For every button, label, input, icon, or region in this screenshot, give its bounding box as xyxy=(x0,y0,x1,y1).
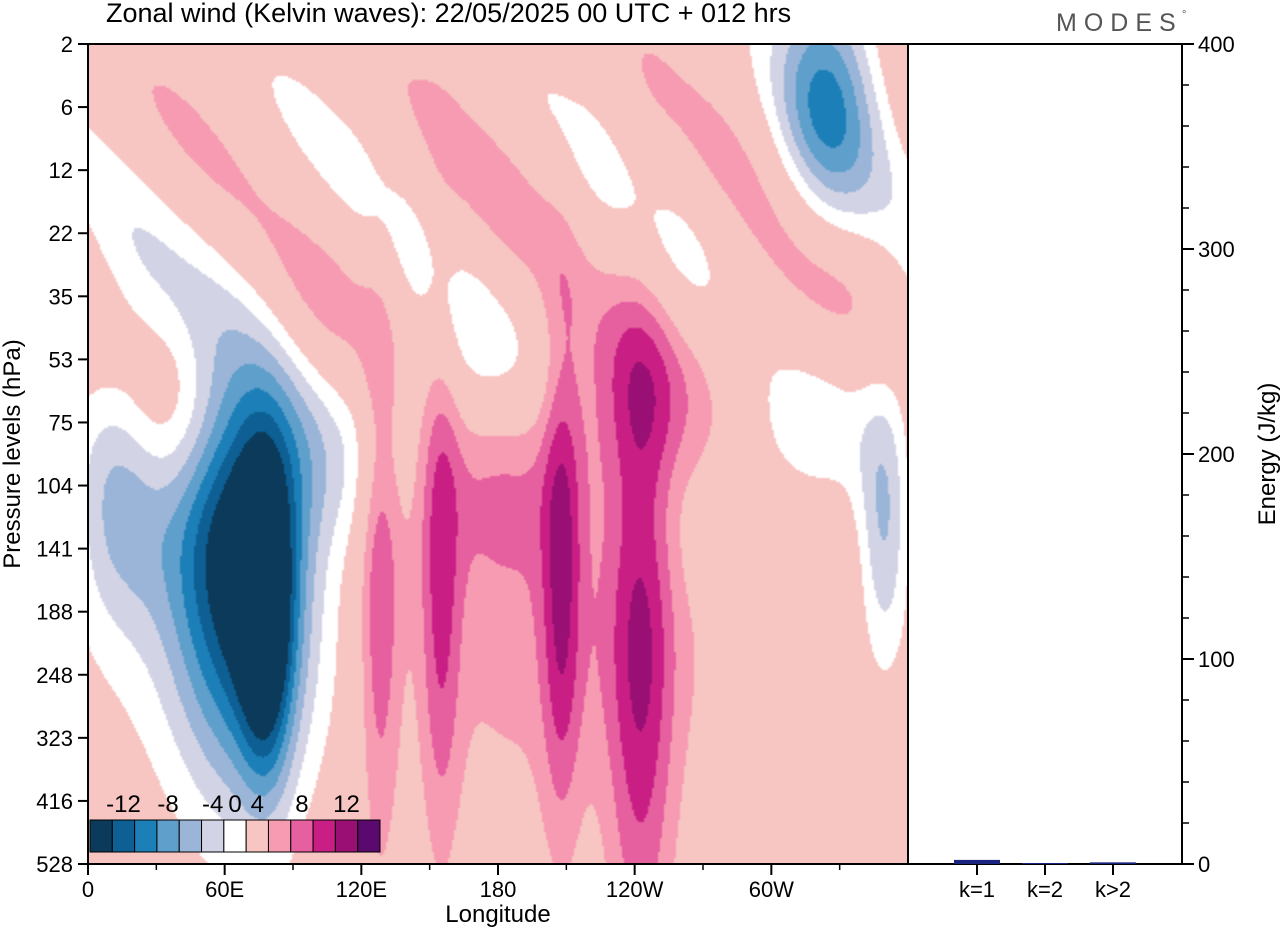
energy-bars: k=1 k=2 k>2 xyxy=(954,859,1136,902)
x-tick-label: 60W xyxy=(749,877,794,902)
x-tick-label: 0 xyxy=(82,877,94,902)
modes-logo-mark: ° xyxy=(1182,9,1186,21)
x-tick-label: 120E xyxy=(336,877,387,902)
energy-frame xyxy=(907,43,1183,865)
longitude-axis: 0 60E 120E 180 120W 60W xyxy=(82,864,841,902)
colorbar-label: 8 xyxy=(295,791,308,818)
colorbar-label: -4 xyxy=(202,791,223,818)
y-tick-label: 188 xyxy=(36,600,73,625)
modes-logo: MODES xyxy=(1056,9,1183,37)
y-axis-label: Pressure levels (hPa) xyxy=(0,339,26,568)
y-tick-label: 75 xyxy=(49,410,73,435)
energy-tick-label: 300 xyxy=(1198,237,1235,262)
energy-axis-label: Energy (J/kg) xyxy=(1254,383,1280,526)
energy-tick-label: 100 xyxy=(1198,647,1235,672)
y-tick-label: 2 xyxy=(61,32,73,57)
bar-category-label: k=1 xyxy=(959,877,995,902)
energy-tick-label: 400 xyxy=(1198,32,1235,57)
bar-category-label: k=2 xyxy=(1027,877,1063,902)
colorbar-swatch xyxy=(267,819,292,853)
colorbar-label: 0 xyxy=(228,791,241,818)
colorbar-swatch xyxy=(201,819,225,853)
y-tick-label: 22 xyxy=(49,221,73,246)
zonal-wind-heatmap xyxy=(88,44,908,864)
colorbar: -12 -8 -4 0 4 8 12 xyxy=(89,791,381,853)
x-tick-label: 120W xyxy=(606,877,664,902)
pressure-axis: 2 6 12 22 35 53 75 104 141 188 248 323 416 528 xyxy=(36,32,88,877)
energy-axis: 0 100 200 300 400 xyxy=(1182,32,1235,877)
bar-category-label: k>2 xyxy=(1095,877,1131,902)
y-tick-label: 248 xyxy=(36,663,73,688)
y-tick-label: 104 xyxy=(36,474,73,499)
colorbar-swatch xyxy=(89,819,113,853)
energy-tick-label: 200 xyxy=(1198,442,1235,467)
colorbar-swatch xyxy=(178,819,203,853)
y-tick-label: 6 xyxy=(61,95,73,120)
energy-tick-label: 0 xyxy=(1198,852,1210,877)
colorbar-swatch xyxy=(223,819,247,853)
colorbar-swatch xyxy=(334,819,359,853)
colorbar-swatch xyxy=(245,819,269,853)
x-axis-label: Longitude xyxy=(445,901,550,928)
colorbar-label: -12 xyxy=(106,791,141,818)
chart-title: Zonal wind (Kelvin waves): 22/05/2025 00… xyxy=(106,0,791,28)
colorbar-label: 4 xyxy=(251,791,264,818)
energy-bar-k>2 xyxy=(1090,862,1136,864)
y-tick-label: 12 xyxy=(49,158,73,183)
x-tick-label: 60E xyxy=(205,877,244,902)
x-tick-label: 180 xyxy=(480,877,517,902)
colorbar-label: 12 xyxy=(333,791,360,818)
energy-bar-k=2 xyxy=(1022,863,1068,864)
y-tick-label: 323 xyxy=(36,726,73,751)
colorbar-label: -8 xyxy=(157,791,178,818)
colorbar-swatch xyxy=(156,819,180,853)
colorbar-swatch xyxy=(312,819,336,853)
y-tick-label: 141 xyxy=(36,537,73,562)
colorbar-swatch xyxy=(134,819,158,853)
colorbar-swatch xyxy=(290,819,314,853)
colorbar-swatch xyxy=(357,819,381,853)
y-tick-label: 416 xyxy=(36,789,73,814)
energy-bar-k=1 xyxy=(954,859,1000,864)
y-tick-label: 528 xyxy=(36,852,73,877)
y-tick-label: 53 xyxy=(49,347,73,372)
wind-field-raster xyxy=(88,44,908,864)
y-tick-label: 35 xyxy=(49,284,73,309)
colorbar-swatch xyxy=(111,819,136,853)
